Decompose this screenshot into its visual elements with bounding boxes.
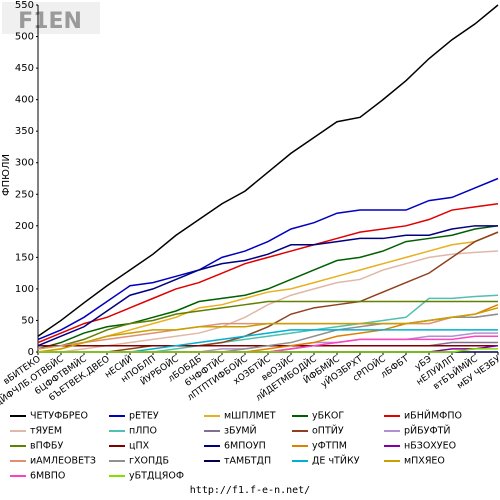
series-line: [37, 313, 499, 350]
series-line: [37, 300, 498, 350]
legend-label: оПТЙУ: [312, 425, 344, 437]
y-axis-label: ФПЮЛИ: [1, 154, 12, 196]
legend-label: тЯУЕМ: [30, 426, 62, 437]
series-line: [38, 231, 499, 353]
y-tick-label: 50: [21, 315, 34, 326]
y-tick-label: 500: [15, 32, 34, 43]
y-tick-label: 350: [15, 126, 34, 137]
series-line: [37, 202, 499, 344]
legend-label: пЛПО: [129, 426, 157, 437]
y-tick-label: 200: [15, 221, 34, 232]
legend-label: 6МВПО: [30, 471, 65, 482]
logo-box: [2, 2, 100, 34]
series-line: [38, 348, 498, 353]
legend-label: зБУМЙ: [224, 425, 257, 437]
series-line: [38, 335, 498, 353]
series-line: [37, 4, 499, 337]
legend-label: иБНЙМФПО: [404, 410, 462, 422]
y-tick-label: 400: [15, 95, 34, 106]
legend-label: уБТДЦЯОФ: [129, 471, 184, 482]
legend-label: иАМЛЕОВЕТЗ: [30, 456, 96, 467]
legend-label: цПХ: [129, 441, 150, 452]
source: http://f1.f-e-n.net/: [190, 485, 310, 496]
legend-label: уБКОГ: [312, 411, 344, 422]
legend-label: рЕТЕУ: [129, 411, 159, 422]
series-line: [38, 341, 498, 353]
legend-label: ДЕ чТЙКУ: [312, 455, 360, 467]
y-tick-label: 100: [15, 284, 34, 295]
legend-label: нБЗОХУЕО: [404, 441, 456, 452]
series-line: [37, 225, 499, 350]
logo: F1EN: [18, 9, 82, 34]
y-tick-label: 550: [15, 0, 34, 11]
y-tick-label: 300: [15, 158, 34, 169]
series-line: [37, 231, 499, 353]
series-line: [37, 225, 498, 347]
legend-label: мШПЛМЕТ: [224, 411, 276, 422]
y-tick-label: 250: [15, 189, 34, 200]
legend-label: ЧЕТУФБРЕО: [30, 411, 88, 422]
series-line: [37, 307, 499, 353]
legend-label: гХОПДБ: [129, 456, 169, 467]
series-line: [37, 177, 499, 341]
legend-label: 6МПОУП: [224, 441, 266, 452]
legend-label: тАМБТДП: [224, 456, 271, 467]
legend-label: рЙБУФТЙ: [404, 425, 451, 437]
legend-label: вПФБУ: [30, 441, 63, 452]
legend-label: уФТПМ: [312, 441, 347, 452]
legend-label: мПХЯЕО: [404, 456, 445, 467]
y-tick-label: 450: [15, 63, 34, 74]
y-tick-label: 0: [28, 347, 34, 358]
y-tick-label: 150: [15, 252, 34, 263]
series-line: [38, 250, 499, 353]
